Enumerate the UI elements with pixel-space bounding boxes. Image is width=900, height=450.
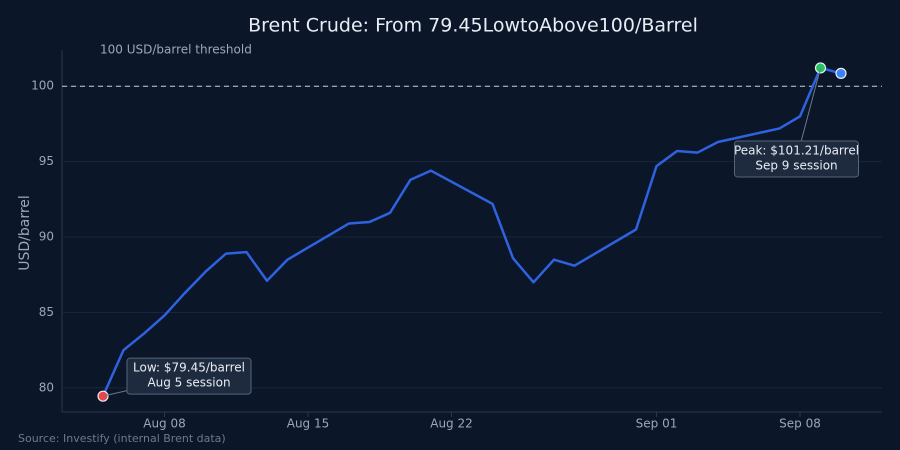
x-tick-label: Sep 08 xyxy=(779,417,821,431)
y-tick-label: 95 xyxy=(39,154,54,168)
annotation-box xyxy=(734,140,859,178)
marker xyxy=(835,67,847,79)
annotation-text: Low: $79.45/barrel xyxy=(133,361,245,375)
x-tick-label: Aug 15 xyxy=(287,417,330,431)
source: Source: Investify (internal Brent data) xyxy=(18,432,226,445)
y-tick-label: 100 xyxy=(31,79,54,93)
x-tick-label: Aug 22 xyxy=(430,417,473,431)
y-axis-label: USD/barrel xyxy=(17,195,33,271)
y-tick-label: 85 xyxy=(39,305,54,319)
y-tick-label: 90 xyxy=(39,230,54,244)
annotation-text: Peak: $101.21/barrel xyxy=(734,143,859,157)
annotation-text: Aug 5 session xyxy=(147,376,230,390)
line xyxy=(101,66,842,397)
x-tick-label: Aug 08 xyxy=(143,417,186,431)
chart-title: Brent Crude: From 79.45LowtoAbove100/Bar… xyxy=(248,15,698,37)
annotation-text: Sep 9 session xyxy=(755,158,837,172)
y-tick-label: 80 xyxy=(39,380,54,394)
threshold-label: 100 USD/barrel threshold xyxy=(100,43,252,57)
x-tick-label: Sep 01 xyxy=(636,417,678,431)
annotation-box xyxy=(126,357,252,395)
